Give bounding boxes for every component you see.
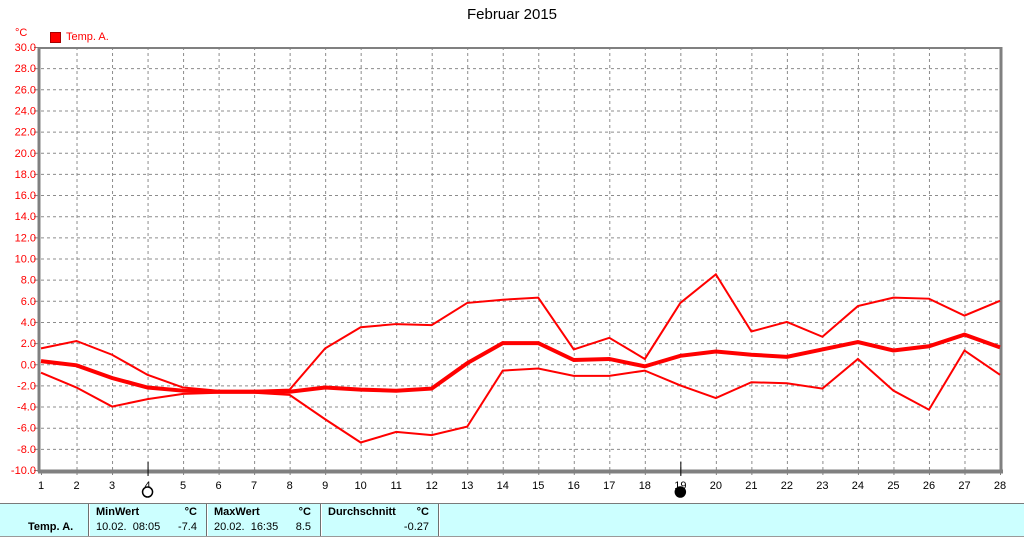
statusbar-maxwert-cell: MaxWert °C 20.02. 16:35 8.5: [206, 504, 320, 536]
full-moon-icon: [141, 486, 154, 498]
svg-text:6: 6: [216, 480, 222, 492]
svg-text:-10.0: -10.0: [11, 465, 36, 477]
svg-text:4.0: 4.0: [21, 317, 36, 329]
status-bar: Temp. A. MinWert °C 10.02. 08:05 -7.4 Ma…: [0, 503, 1024, 537]
statusbar-minwert-cell: MinWert °C 10.02. 08:05 -7.4: [88, 504, 206, 536]
svg-text:22: 22: [781, 480, 793, 492]
series-daily-mean: [40, 332, 1001, 394]
maxwert-datetime: 20.02. 16:35: [214, 521, 279, 533]
svg-text:18.0: 18.0: [15, 169, 36, 181]
svg-text:10: 10: [355, 480, 367, 492]
svg-text:7: 7: [251, 480, 257, 492]
svg-text:20: 20: [710, 480, 722, 492]
svg-text:13: 13: [461, 480, 473, 492]
svg-text:5: 5: [180, 480, 186, 492]
temperature-chart: -10.0 -8.0 -6.0 -4.0 -2.0 0.0 2.0 4.0 6.0 8.0 10.0…: [11, 42, 1006, 498]
svg-text:9: 9: [322, 480, 328, 492]
svg-text:23: 23: [816, 480, 828, 492]
svg-text:15: 15: [532, 480, 544, 492]
minwert-header: MinWert: [96, 506, 140, 518]
gridlines: [41, 47, 1000, 470]
svg-text:-4.0: -4.0: [17, 402, 36, 414]
svg-text:17: 17: [603, 480, 615, 492]
series-daily-min: [40, 349, 1001, 444]
chart-title: Februar 2015: [466, 6, 558, 23]
svg-text:3: 3: [109, 480, 115, 492]
svg-text:-6.0: -6.0: [17, 423, 36, 435]
svg-text:28: 28: [994, 480, 1006, 492]
svg-text:4: 4: [144, 480, 150, 492]
svg-text:22.0: 22.0: [15, 127, 36, 139]
y-axis-labels: -10.0 -8.0 -6.0 -4.0 -2.0 0.0 2.0 4.0 6.0 8.0 10.0…: [11, 42, 36, 477]
svg-text:2: 2: [73, 480, 79, 492]
durchschnitt-unit: °C: [416, 506, 429, 518]
statusbar-series-label: Temp. A.: [28, 521, 74, 533]
svg-text:14: 14: [497, 480, 509, 492]
svg-text:11: 11: [390, 480, 401, 492]
svg-text:27: 27: [958, 480, 970, 492]
maxwert-header: MaxWert: [214, 506, 260, 518]
svg-text:14.0: 14.0: [15, 211, 36, 223]
svg-text:2.0: 2.0: [21, 338, 36, 350]
legend-series-label: Temp. A.: [66, 31, 109, 43]
svg-text:26: 26: [923, 480, 935, 492]
svg-text:30.0: 30.0: [15, 42, 36, 54]
svg-text:12.0: 12.0: [15, 232, 36, 244]
statusbar-empty-area: [438, 504, 1024, 536]
svg-text:8: 8: [287, 480, 293, 492]
maxwert-unit: °C: [298, 506, 311, 518]
svg-text:24.0: 24.0: [15, 105, 36, 117]
svg-text:24: 24: [852, 480, 864, 492]
svg-text:-8.0: -8.0: [17, 444, 36, 456]
legend: Temp. A.: [50, 31, 109, 43]
durchschnitt-value: -0.27: [403, 521, 429, 533]
svg-text:16: 16: [568, 480, 580, 492]
svg-text:12: 12: [426, 480, 438, 492]
minwert-datetime: 10.02. 08:05: [96, 521, 161, 533]
maxwert-value: 8.5: [295, 521, 311, 533]
durchschnitt-header: Durchschnitt: [328, 506, 396, 518]
new-moon-icon: [674, 486, 687, 498]
series-daily-max: [40, 272, 1001, 392]
svg-text:21: 21: [745, 480, 757, 492]
svg-text:1: 1: [38, 480, 44, 492]
svg-text:28.0: 28.0: [15, 63, 36, 75]
svg-text:0.0: 0.0: [21, 359, 36, 371]
legend-swatch-icon: [50, 31, 61, 43]
svg-text:6.0: 6.0: [21, 296, 36, 308]
minwert-unit: °C: [184, 506, 197, 518]
svg-text:26.0: 26.0: [15, 84, 36, 96]
svg-text:8.0: 8.0: [21, 275, 36, 287]
svg-text:20.0: 20.0: [15, 148, 36, 160]
svg-text:18: 18: [639, 480, 651, 492]
plot-frame: [37, 47, 1003, 474]
svg-text:16.0: 16.0: [15, 190, 36, 202]
x-axis-labels: 1 2 3 4 5 6 7 8 9 10 11 12 13 14 15 16 17 18 19 20 21 22 23 24 2…: [38, 480, 1006, 492]
svg-text:25: 25: [887, 480, 899, 492]
minwert-value: -7.4: [178, 521, 197, 533]
moon-phase-markers: [141, 462, 687, 498]
temperature-lines: [40, 272, 1001, 444]
svg-text:10.0: 10.0: [15, 254, 36, 266]
y-axis-unit-label: °C: [15, 27, 28, 39]
axis-ticks: [34, 47, 1001, 475]
statusbar-durchschnitt-cell: Durchschnitt °C -0.27: [320, 504, 438, 536]
svg-text:-2.0: -2.0: [17, 380, 36, 392]
statusbar-series-cell: Temp. A.: [0, 504, 88, 536]
